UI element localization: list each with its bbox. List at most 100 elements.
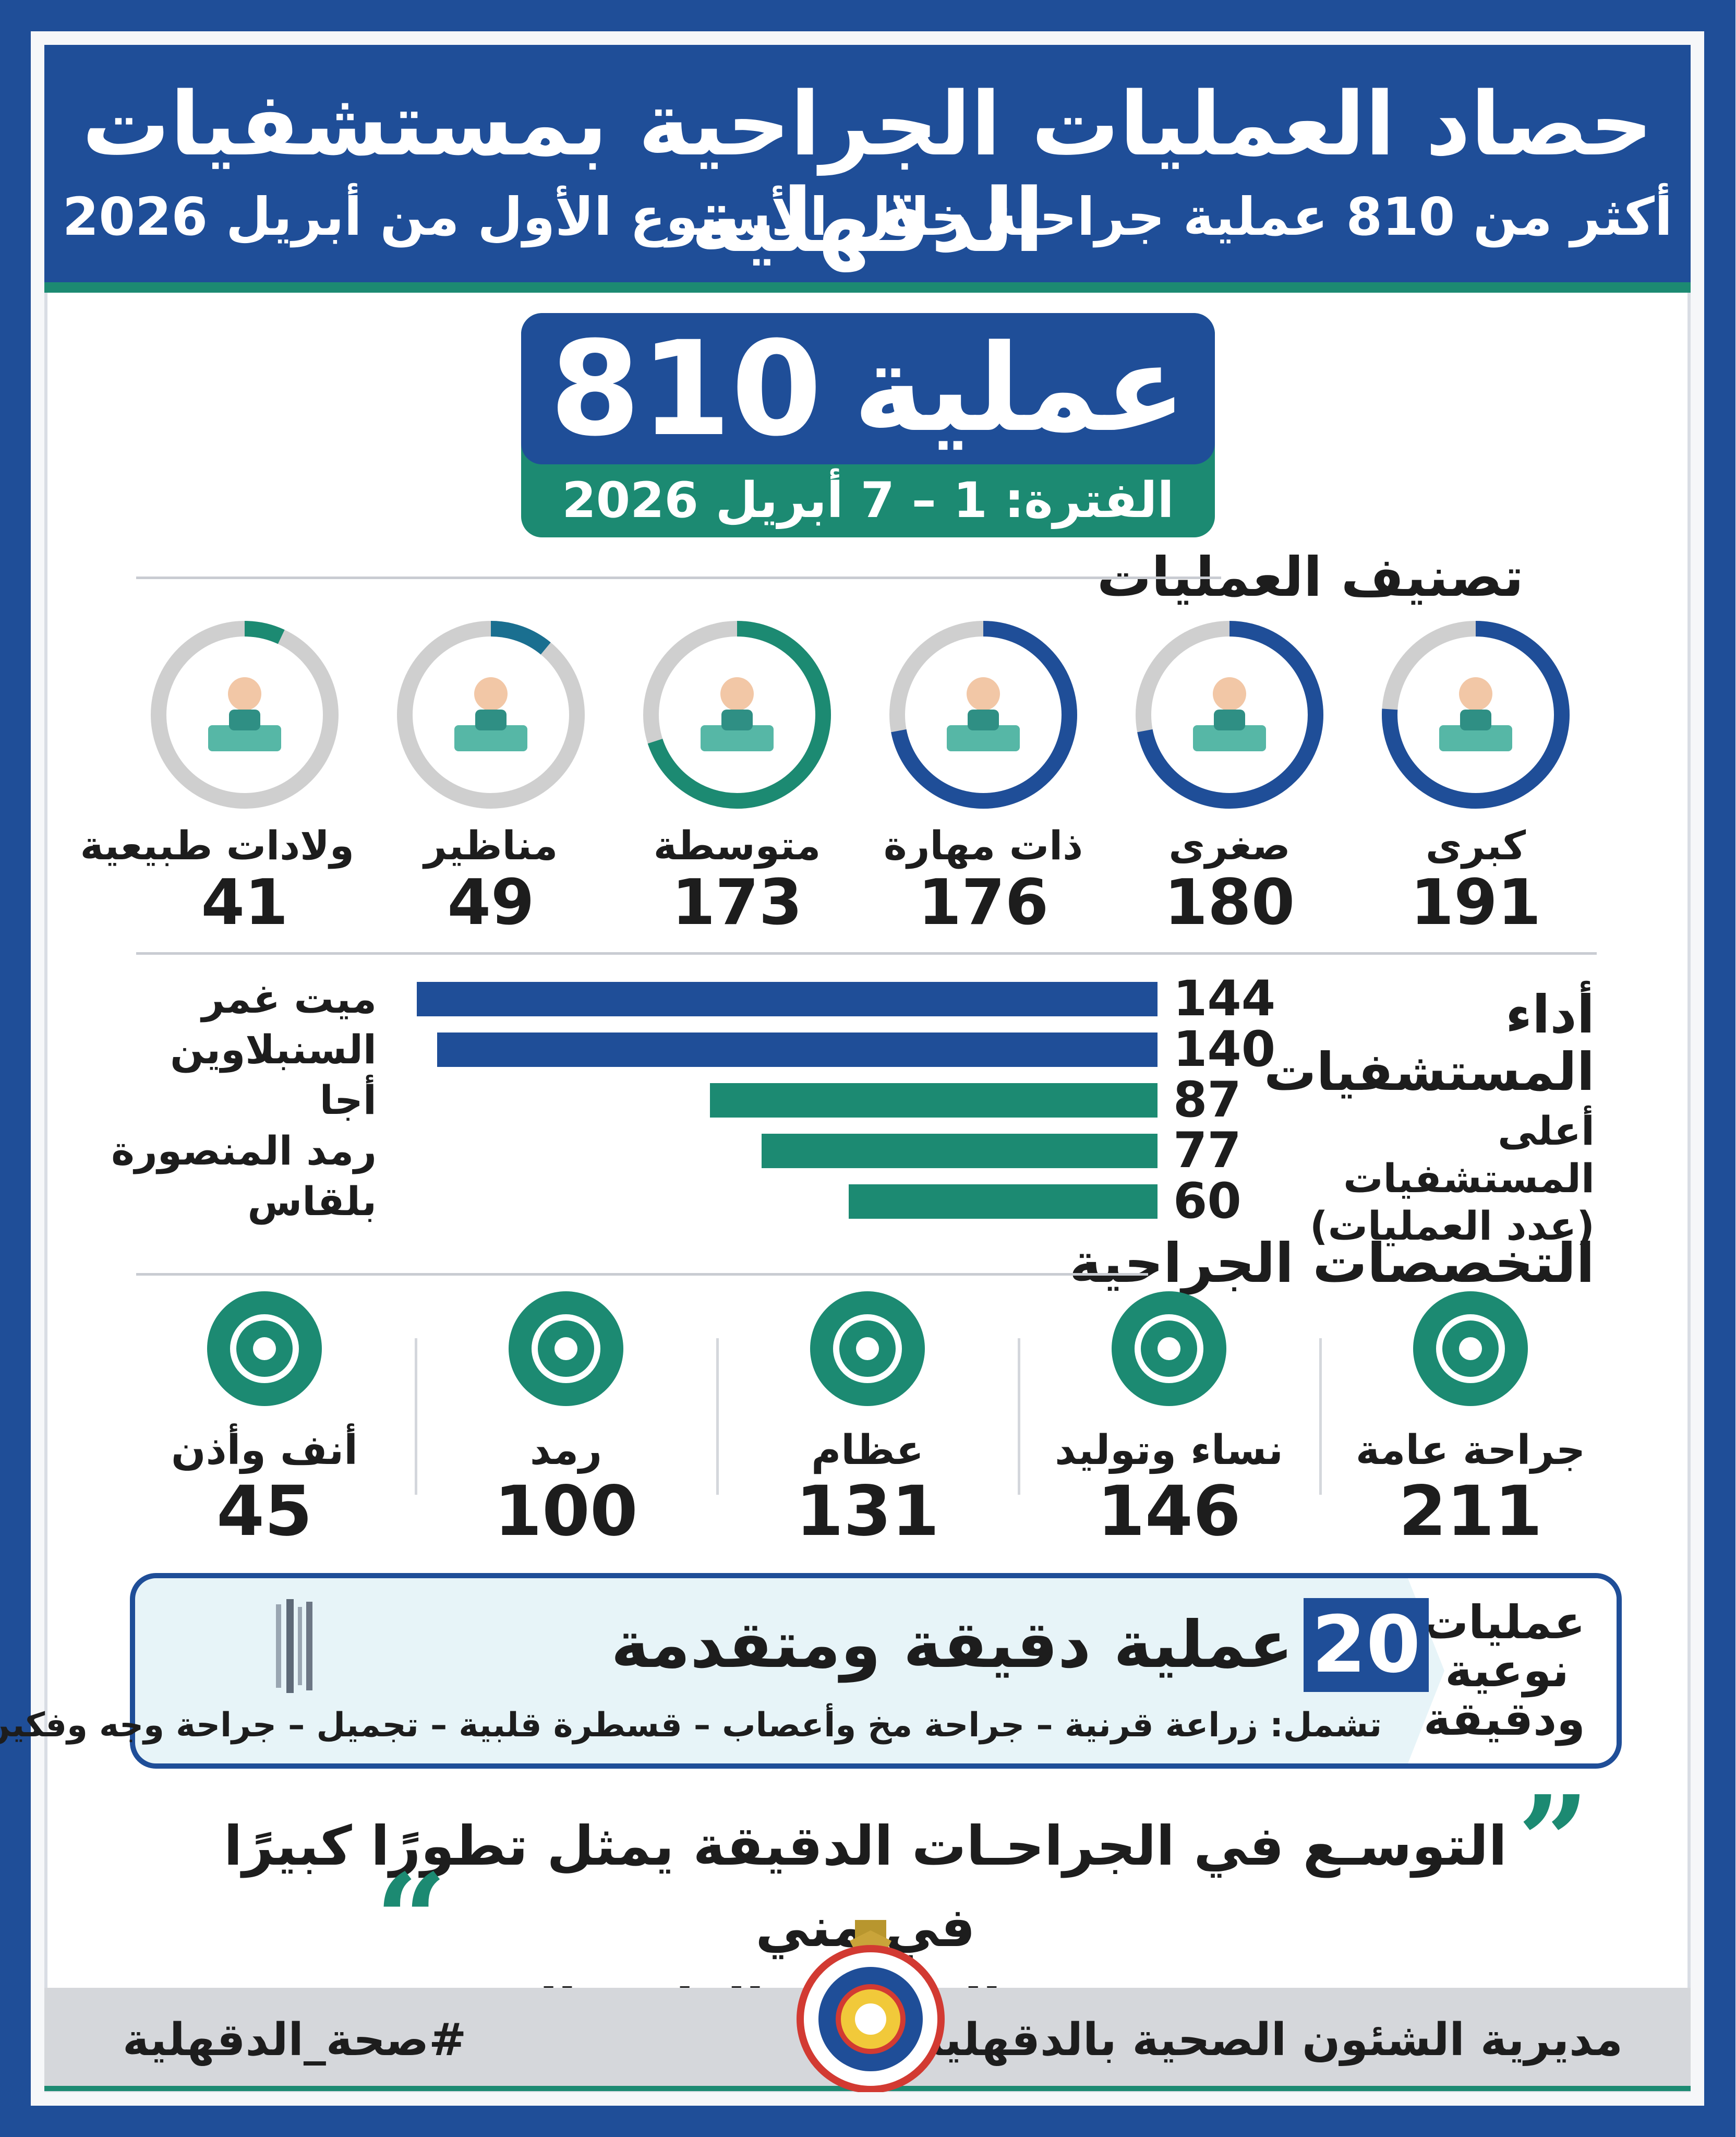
hospitals-title: أداء المستشفيات: [1264, 984, 1595, 1102]
donut-arc: [151, 621, 339, 809]
barcode-icon: [276, 1599, 313, 1693]
hospital-bar: [710, 1083, 1158, 1118]
donut-label: صغرى: [1169, 822, 1291, 869]
donut-label: ولادات طبيعية: [80, 822, 355, 869]
donut-chart: [151, 621, 339, 809]
specialty-value: 100: [495, 1471, 638, 1552]
surgeon-team-icon: [1440, 677, 1513, 751]
advanced-title: عملية دقيقة ومتقدمة: [611, 1607, 1294, 1683]
donut-value: 176: [918, 867, 1050, 939]
donut-value: 173: [672, 867, 803, 939]
advanced-side-tab: عمليات نوعية ودقيقة: [1408, 1578, 1617, 1763]
scalpel-table-icon: [701, 677, 774, 751]
specialty-label: أنف وأذن: [172, 1427, 358, 1474]
hospital-name: أجا: [320, 1077, 377, 1123]
specialty-item: رمد 100: [420, 1291, 713, 1550]
classification-rule: [137, 577, 1222, 579]
hospital-bar: [762, 1134, 1158, 1168]
donut-item: متوسطة 173: [628, 616, 847, 938]
specialty-item: أنف وأذن 45: [119, 1291, 411, 1550]
page-title: حصاد العمليات الجراحية بمستشفيات الدقهلي…: [82, 73, 1654, 272]
donut-label: مناظير: [424, 822, 559, 869]
specialty-label: جراحة عامة: [1356, 1427, 1586, 1474]
pregnant-woman-icon: [1112, 1291, 1227, 1406]
specialties-rule: [137, 1273, 1149, 1276]
donut-value: 180: [1164, 867, 1296, 939]
skilled-surgeon-icon: [947, 677, 1020, 751]
hospital-bar: [438, 1033, 1158, 1067]
hospital-bar-value: 87: [1174, 1072, 1242, 1128]
mother-baby-icon: [209, 677, 282, 751]
donut-item: كبرى 191: [1367, 616, 1586, 938]
hospital-name: رمد المنصورة: [112, 1127, 377, 1174]
specialty-value: 146: [1098, 1471, 1241, 1552]
nose-ear-icon: [208, 1291, 322, 1406]
specialty-item: عظام 131: [722, 1291, 1014, 1550]
total-number: 810: [550, 313, 823, 465]
page-subtitle: أكثر من 810 عملية جراحية خلال الأسبوع ال…: [63, 186, 1673, 247]
donut-chart: [1382, 621, 1570, 809]
donut-item: صغرى 180: [1120, 616, 1340, 938]
specialty-divider: [1018, 1338, 1021, 1495]
donut-chart: [890, 621, 1078, 809]
hospitals-heading: أداء المستشفيات أعلى المستشفيات (عدد الع…: [1264, 984, 1595, 1250]
endoscope-icon: [455, 677, 528, 751]
donut-label: كبرى: [1426, 822, 1527, 869]
specialty-item: نساء وتوليد 146: [1023, 1291, 1316, 1550]
advanced-includes: تشمل: زراعة قرنية – جراحة مخ وأعصاب – قس…: [0, 1706, 1382, 1745]
donut-item: مناظير 49: [382, 616, 601, 938]
total-word: عملية: [853, 319, 1187, 459]
hospital-bar-value: 140: [1174, 1021, 1276, 1078]
hospital-name: ميت غمر: [202, 976, 377, 1022]
hospital-name: بلقاس: [248, 1178, 377, 1224]
advanced-side-label: عمليات نوعية ودقيقة: [1422, 1595, 1586, 1746]
donut-arc: [397, 621, 585, 809]
footer-hashtag: #صحة_الدقهلية: [123, 2014, 467, 2066]
hospital-bar: [849, 1184, 1158, 1219]
scalpel-icon: [1414, 1291, 1528, 1406]
hospital-name: السنبلاوين: [171, 1026, 377, 1073]
header-banner: حصاد العمليات الجراحية بمستشفيات الدقهلي…: [45, 45, 1691, 282]
hospitals-subtitle: أعلى المستشفيات (عدد العمليات): [1310, 1108, 1595, 1250]
hospital-bar: [417, 982, 1158, 1016]
donut-item: ذات مهارة 176: [874, 616, 1093, 938]
hospital-bar-value: 144: [1174, 970, 1276, 1027]
donut-chart: [644, 621, 831, 809]
quote-open-icon: ”: [1517, 1768, 1590, 1915]
knee-joint-icon: [811, 1291, 925, 1406]
hospital-bar-value: 77: [1174, 1122, 1242, 1179]
specialty-label: نساء وتوليد: [1055, 1427, 1284, 1474]
minor-surgery-icon: [1194, 677, 1267, 751]
header-stripe: [45, 282, 1691, 293]
specialty-value: 131: [796, 1471, 940, 1552]
specialty-divider: [717, 1338, 719, 1495]
donut-arc: [1136, 621, 1324, 809]
advanced-operations-box: عمليات نوعية ودقيقة 20 عملية دقيقة ومتقد…: [0, 1573, 1622, 1769]
donut-label: متوسطة: [654, 822, 822, 869]
donut-chart: [1136, 621, 1324, 809]
specialty-item: جراحة عامة 211: [1325, 1291, 1617, 1550]
specialty-divider: [415, 1338, 418, 1495]
donut-arc: [644, 621, 831, 809]
period-label: الفترة: 1 – 7 أبريل 2026: [562, 472, 1175, 529]
donut-label: ذات مهارة: [884, 822, 1084, 869]
donut-chart: [397, 621, 585, 809]
specialty-value: 45: [217, 1471, 313, 1552]
specialty-value: 211: [1399, 1471, 1543, 1552]
ministry-seal-logo: [797, 1920, 945, 2092]
donut-value: 49: [448, 867, 535, 939]
donut-value: 191: [1410, 867, 1542, 939]
advanced-count: 20: [1304, 1598, 1429, 1692]
specialty-label: رمد: [530, 1427, 603, 1474]
donut-arc: [1382, 621, 1570, 809]
total-operations-box: عملية 810 الفترة: 1 – 7 أبريل 2026: [522, 313, 1215, 537]
donut-value: 41: [201, 867, 289, 939]
specialty-label: عظام: [812, 1427, 924, 1474]
hospital-bar-value: 60: [1174, 1173, 1242, 1230]
footer-organization: مديرية الشئون الصحية بالدقهلية: [918, 2014, 1623, 2066]
donut-item: ولادات طبيعية 41: [80, 616, 355, 939]
specialties-title: التخصصات الجراحية: [1069, 1231, 1595, 1295]
total-count: عملية 810: [522, 313, 1215, 465]
donut-bottom-rule: [137, 952, 1597, 955]
specialty-divider: [1320, 1338, 1322, 1495]
